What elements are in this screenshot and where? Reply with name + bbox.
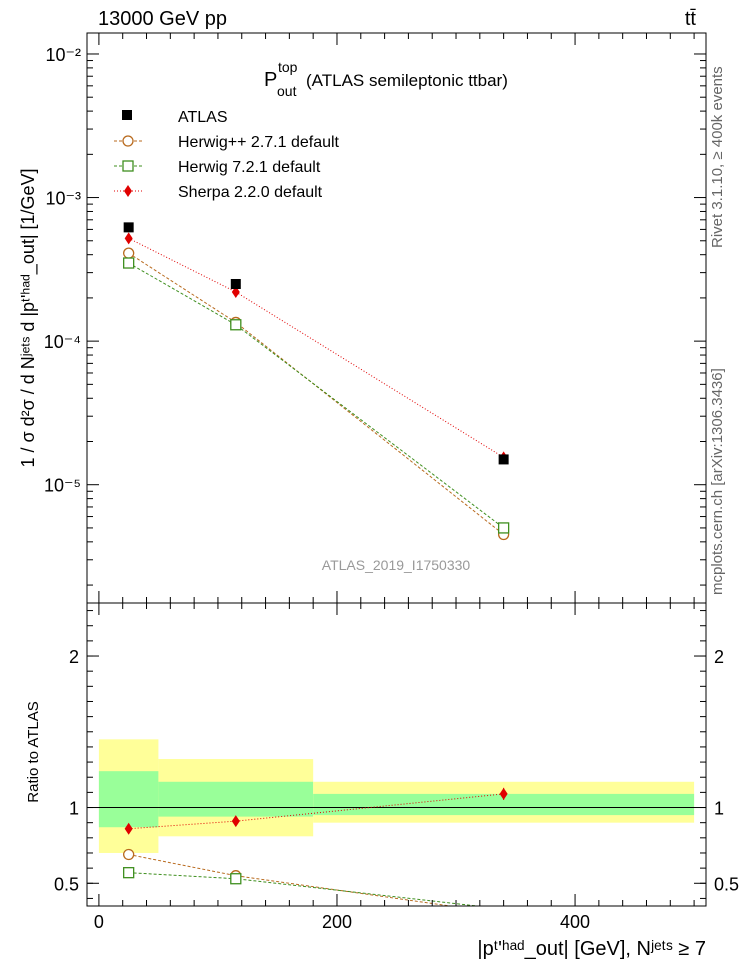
x-axis-label: |pᵗ'ʰᵃᵈ_out| [GeV], Nʲᵉᵗˢ ≥ 7 <box>477 938 706 960</box>
data-point-herwig7 <box>230 319 242 331</box>
x-tick-label: 400 <box>560 912 590 932</box>
ratio-point-herwig7 <box>230 873 242 885</box>
process-label: tt̄ <box>685 8 697 30</box>
title-subscript: out <box>277 83 297 99</box>
ratio-panel: 0.5 0.5 1 1 2 2 0 200 400 Ratio to ATLAS |pᵗ'ʰᵃᵈ… <box>25 602 739 960</box>
plot-title: P <box>264 69 277 91</box>
ratio-y-axis-label: Ratio to ATLAS <box>25 701 42 802</box>
series-line-sherpa <box>128 237 504 458</box>
upper-y-tick-label: 10⁻⁵ <box>44 476 81 496</box>
legend-label-herwigpp: Herwig++ 2.7.1 default <box>178 134 340 151</box>
series-line-herwig7 <box>128 262 504 529</box>
legend-label-sherpa: Sherpa 2.2.0 default <box>178 184 323 201</box>
rivet-label: Rivet 3.1.10, ≥ 400k events <box>709 66 726 248</box>
data-point-atlas <box>498 454 509 465</box>
legend-marker-herwigpp <box>122 135 134 147</box>
data-point-sherpa <box>124 232 133 245</box>
uncertainty-band-inner <box>98 771 159 828</box>
x-tick-label: 0 <box>94 912 104 932</box>
ratio-y-tick-label-right: 0.5 <box>714 874 739 894</box>
legend-marker-herwig7 <box>122 160 134 172</box>
ratio-y-tick-label-right: 1 <box>714 799 724 819</box>
mcplots-label: mcplots.cern.ch [arXiv:1306.3436] <box>709 368 726 595</box>
legend-label-atlas: ATLAS <box>178 109 228 126</box>
uncertainty-band-inner <box>313 793 695 816</box>
collision-label: 13000 GeV pp <box>98 8 227 30</box>
data-point-herwig7 <box>497 522 510 534</box>
series-line-herwigpp <box>128 252 504 535</box>
ratio-y-tick-label-right: 2 <box>714 647 724 667</box>
ratio-y-tick-label: 1 <box>69 799 79 819</box>
upper-y-axis-label: 1 / σ d²σ / d Nʲᵉᵗˢ d |pᵗ'ʰᵃᵈ_out| [1/Ge… <box>18 168 39 467</box>
title-main: P <box>264 69 277 91</box>
ratio-plot-frame <box>86 602 707 907</box>
ratio-point-sherpa <box>124 822 133 835</box>
title-superscript: top <box>278 59 298 75</box>
data-point-atlas <box>230 278 241 289</box>
x-tick-label: 200 <box>322 912 352 932</box>
ratio-line-herwigpp <box>128 853 451 907</box>
ratio-point-herwig7 <box>123 867 135 879</box>
main-panel: 10⁻² 10⁻³ 10⁻⁴ 10⁻⁵ P top out (ATLAS semile… <box>18 32 707 604</box>
data-point-herwigpp <box>123 247 135 259</box>
ratio-line-herwig7 <box>128 872 477 907</box>
upper-y-tick-label: 10⁻³ <box>45 189 81 209</box>
legend-marker-atlas <box>122 110 132 120</box>
ratio-point-sherpa <box>231 815 240 828</box>
analysis-watermark: ATLAS_2019_I1750330 <box>322 557 471 573</box>
legend: ATLAS Herwig++ 2.7.1 default Herwig 7.2.… <box>114 109 340 201</box>
upper-y-tick-label: 10⁻⁴ <box>44 332 81 352</box>
data-point-herwig7 <box>123 257 135 269</box>
ratio-y-tick-label: 0.5 <box>54 874 79 894</box>
upper-y-tick-label: 10⁻² <box>45 45 81 65</box>
legend-label-herwig7: Herwig 7.2.1 default <box>178 159 321 176</box>
ratio-y-tick-label: 2 <box>69 647 79 667</box>
title-description: (ATLAS semileptonic ttbar) <box>306 71 508 90</box>
data-point-atlas <box>123 222 134 233</box>
legend-marker-sherpa <box>124 185 132 197</box>
ratio-point-herwigpp <box>123 848 135 861</box>
uncertainty-band-inner <box>158 781 314 817</box>
